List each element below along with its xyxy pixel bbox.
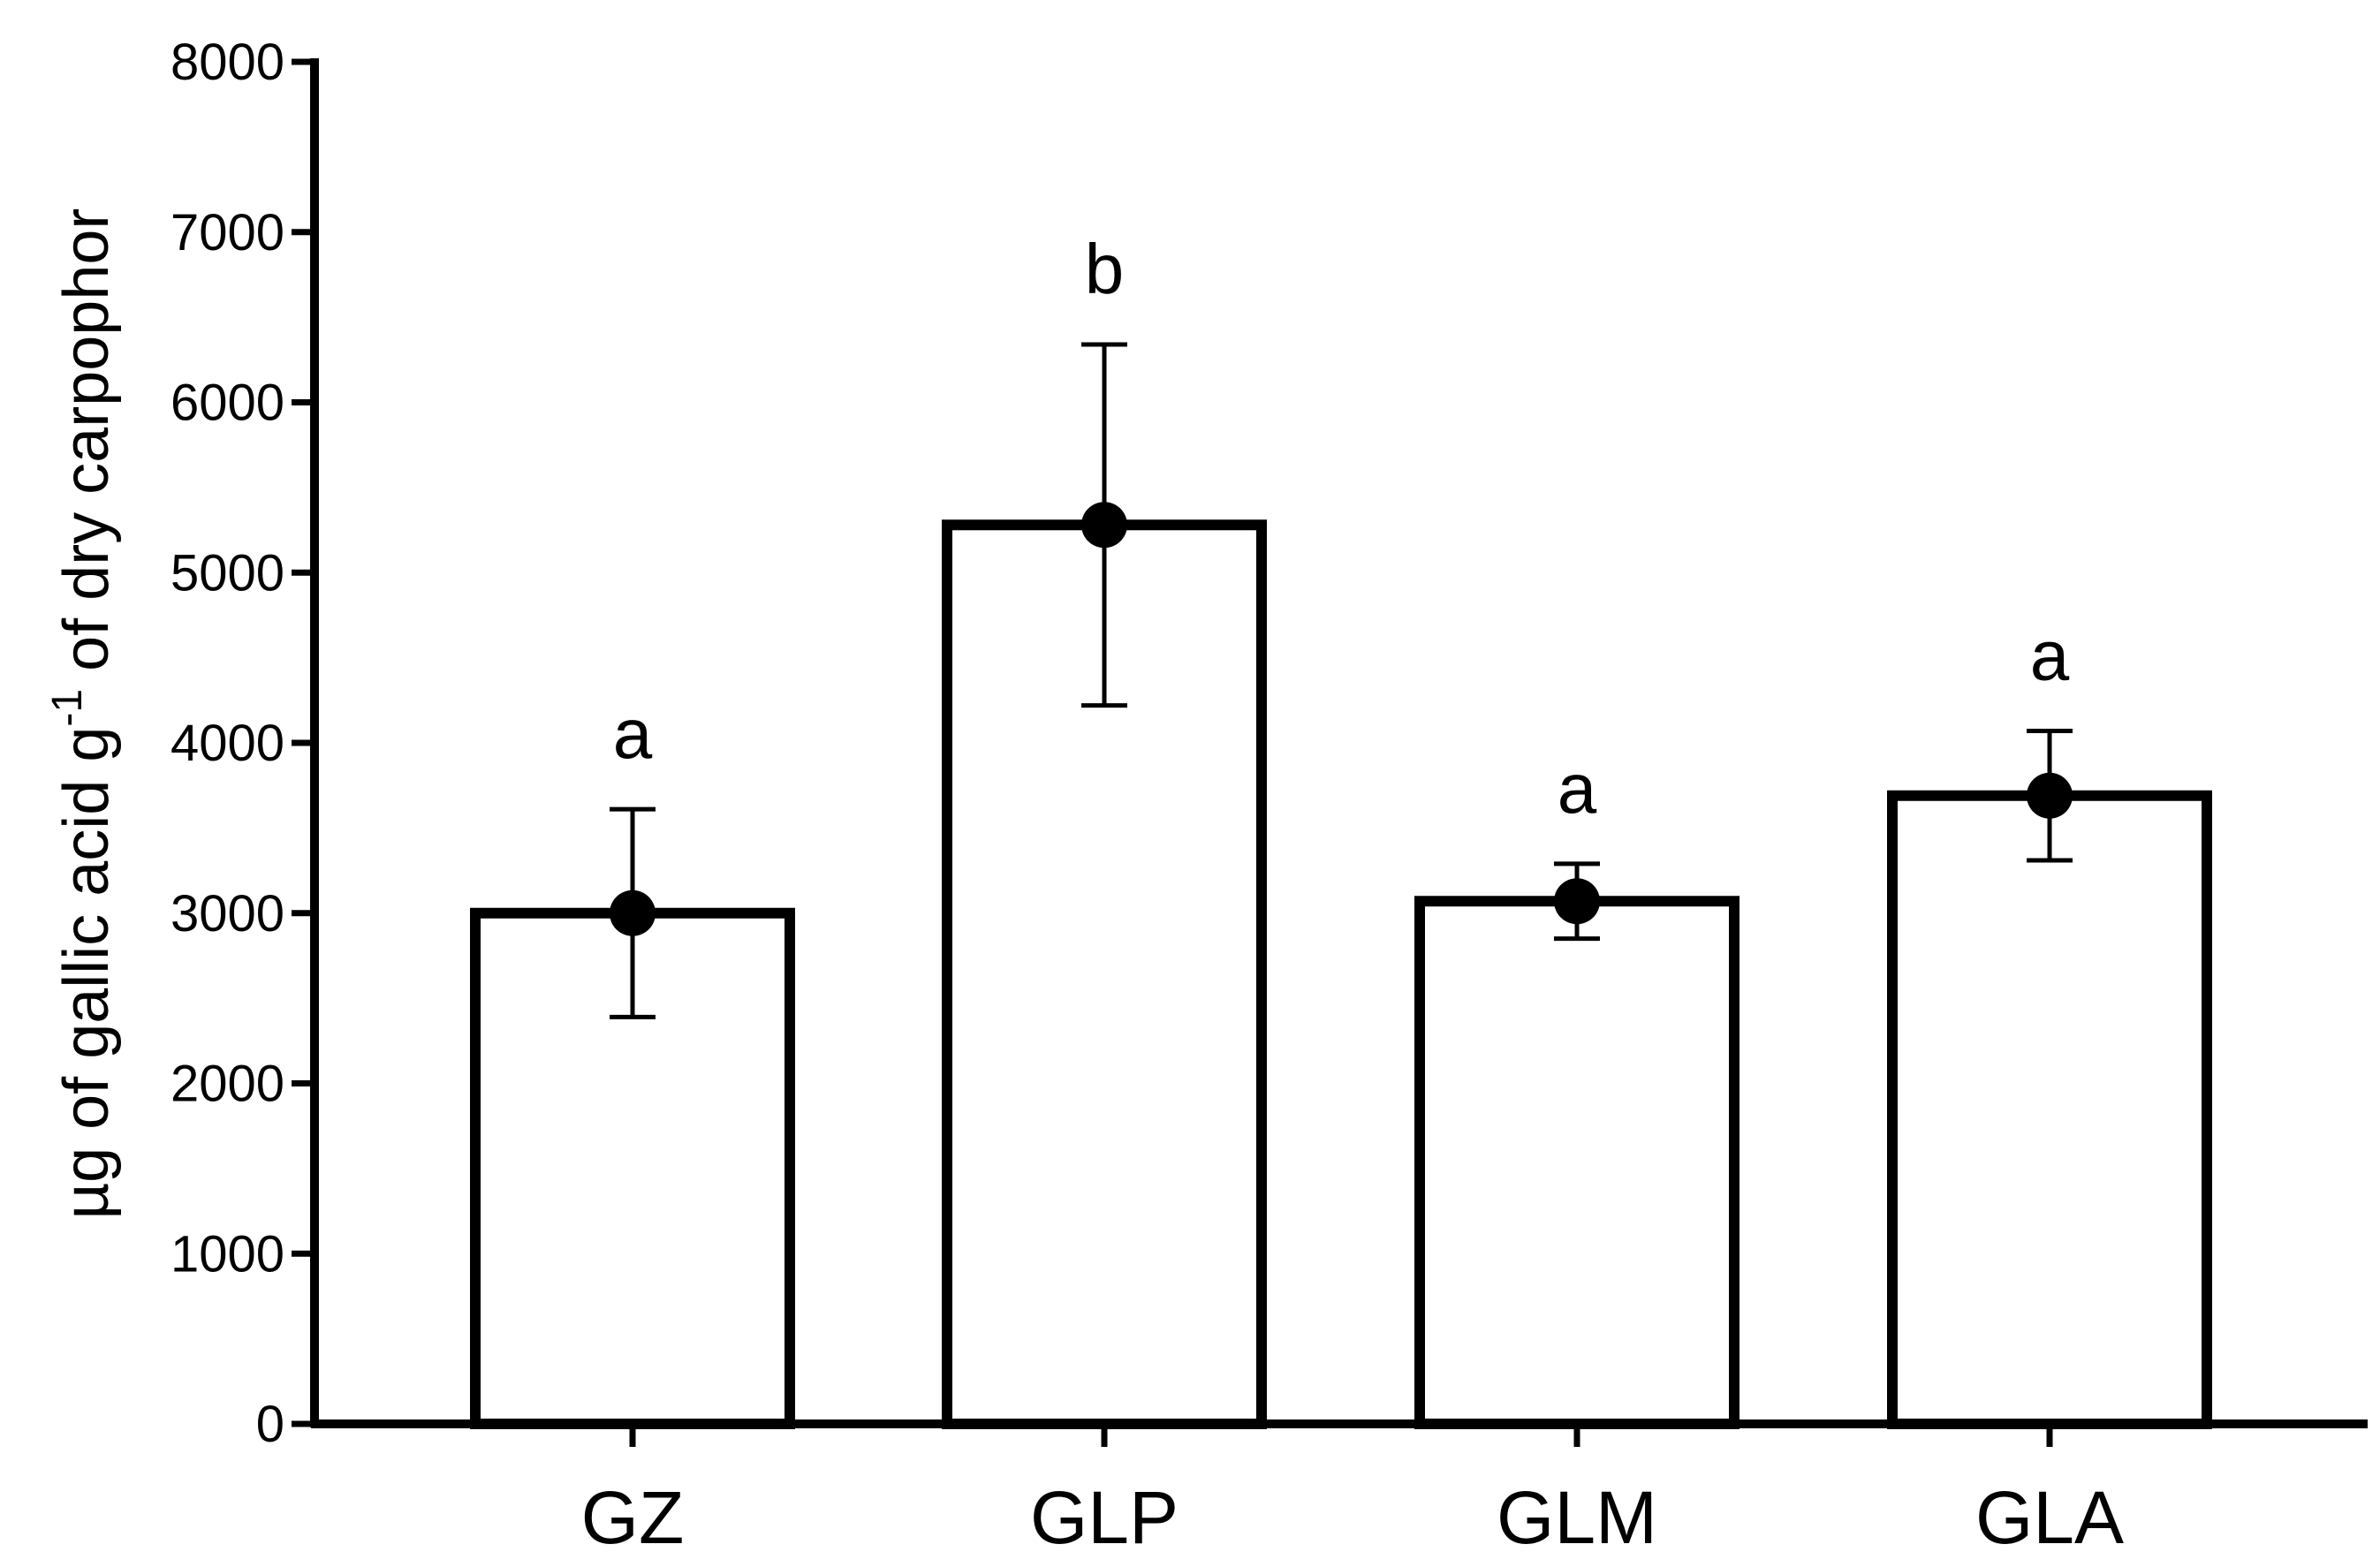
y-axis-title: µg of gallic acid g-1 of dry carpophor <box>44 208 122 1220</box>
mean-point-gz <box>610 889 656 936</box>
y-tick-label-7000: 7000 <box>171 204 284 261</box>
x-axis: GZ GLP GLM GLA <box>311 1419 2368 1559</box>
mean-point-glm <box>1554 878 1600 925</box>
y-tick-label-4000: 4000 <box>171 715 284 772</box>
significance-labels: a b a a <box>613 230 2070 828</box>
bar-glm <box>1414 896 1740 1429</box>
mean-point-glp <box>1081 502 1127 549</box>
significance-label-gla: a <box>2030 617 2070 695</box>
x-tick-label-glp: GLP <box>1030 1476 1179 1559</box>
y-axis-title-main: µg of gallic acid g <box>51 727 122 1220</box>
significance-label-gz: a <box>613 694 653 773</box>
y-tick-label-2000: 2000 <box>171 1056 284 1113</box>
x-tick-label-gla: GLA <box>1975 1476 2124 1559</box>
error-bars-group <box>610 342 2073 1019</box>
x-tick-label-glm: GLM <box>1497 1476 1657 1559</box>
significance-label-glm: a <box>1558 749 1597 828</box>
y-tick-label-8000: 8000 <box>171 34 284 91</box>
y-tick-label-0: 0 <box>256 1396 284 1453</box>
x-tick-label-gz: GZ <box>581 1476 685 1559</box>
y-axis: 0 1000 2000 3000 4000 5000 6000 7000 8000 <box>171 34 319 1453</box>
significance-label-glp: b <box>1085 230 1125 308</box>
bar-gla <box>1887 790 2212 1429</box>
y-tick-label-3000: 3000 <box>171 885 284 942</box>
y-tick-label-1000: 1000 <box>171 1225 284 1283</box>
mean-point-gla <box>2027 772 2073 819</box>
y-axis-title-superscript: -1 <box>44 689 91 727</box>
y-tick-label-6000: 6000 <box>171 375 284 432</box>
y-axis-title-rest: of dry carpophor <box>51 208 122 689</box>
bars-group <box>470 519 2212 1429</box>
y-tick-label-5000: 5000 <box>171 544 284 602</box>
